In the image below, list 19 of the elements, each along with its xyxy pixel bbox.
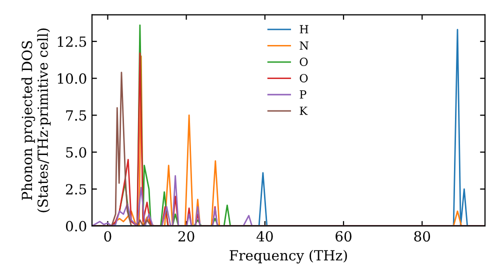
x-tick-label: 80 <box>414 231 430 242</box>
x-tick-label: 40 <box>256 231 273 242</box>
legend-label: O <box>300 74 308 82</box>
y-tick-label: 12.5 <box>58 36 86 47</box>
legend-label: K <box>300 106 308 115</box>
y-tick-label: 10.0 <box>58 73 86 84</box>
x-axis-title: Frequency (THz) <box>230 250 347 264</box>
y-tick-label: 7.5 <box>66 110 86 121</box>
y-axis-title: Phonon projected DOS (States/THz·primitive cell) <box>21 28 51 212</box>
y-tick-label: 0.0 <box>66 220 86 232</box>
x-tick-label: 20 <box>178 231 194 242</box>
y-tick-label: 2.5 <box>66 184 86 195</box>
legend-label: H <box>300 25 308 34</box>
legend-label: O <box>300 58 308 66</box>
legend-label: P <box>300 90 306 99</box>
y-tick-label: 5.0 <box>66 147 86 158</box>
x-tick-label: 0 <box>104 231 112 242</box>
legend-label: N <box>300 41 308 50</box>
x-tick-label: 60 <box>336 231 352 242</box>
